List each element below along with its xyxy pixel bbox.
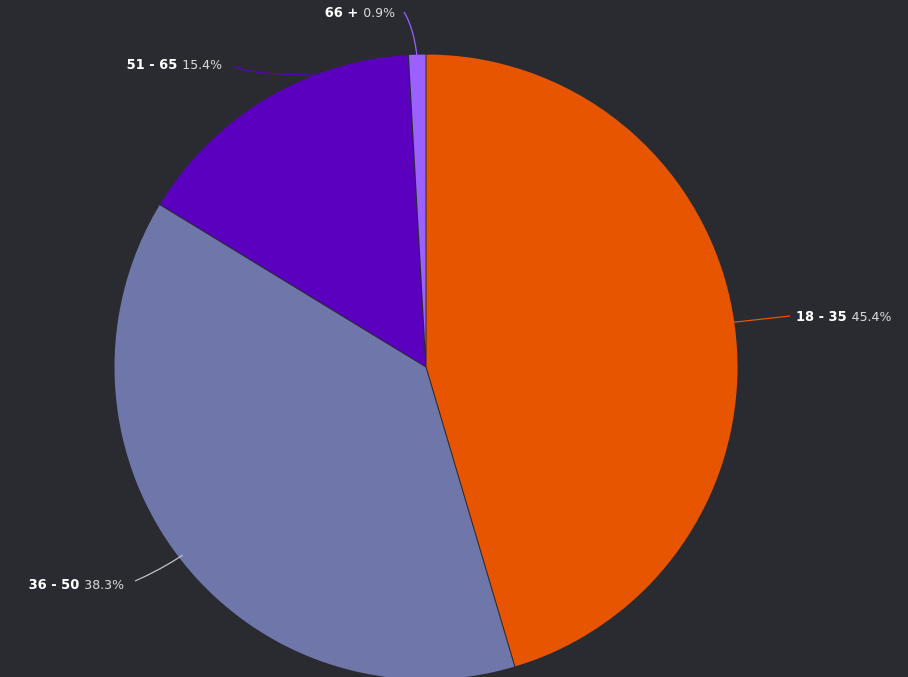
leader-line	[134, 554, 183, 582]
leader-line	[730, 315, 791, 324]
slice-label-percent: 38.3%	[84, 577, 124, 592]
slice-label: 36 - 50 38.3%	[29, 577, 124, 593]
slice-label: 66 + 0.9%	[325, 5, 395, 21]
data-labels: 18 - 35 45.4% 36 - 50 38.3% 51 - 65 15.4% 66 +…	[29, 5, 892, 593]
slice-label-name: 51 - 65	[127, 58, 178, 73]
slice-label-name: 66 +	[325, 6, 359, 21]
slice-label-name: 36 - 50	[29, 578, 80, 593]
slice-label: 51 - 65 15.4%	[127, 57, 222, 73]
leader-line	[403, 11, 418, 59]
leader-lines	[134, 11, 791, 582]
slice-label-percent: 15.4%	[182, 57, 222, 72]
slice-label: 18 - 35 45.4%	[796, 309, 891, 325]
slice-label-name: 18 - 35	[796, 310, 847, 325]
slice-label-percent: 45.4%	[852, 309, 892, 324]
pie-slice-51-65	[158, 53, 427, 368]
slice-label-percent: 0.9%	[363, 5, 395, 20]
pie-slices	[113, 53, 739, 677]
leader-line	[233, 65, 328, 76]
